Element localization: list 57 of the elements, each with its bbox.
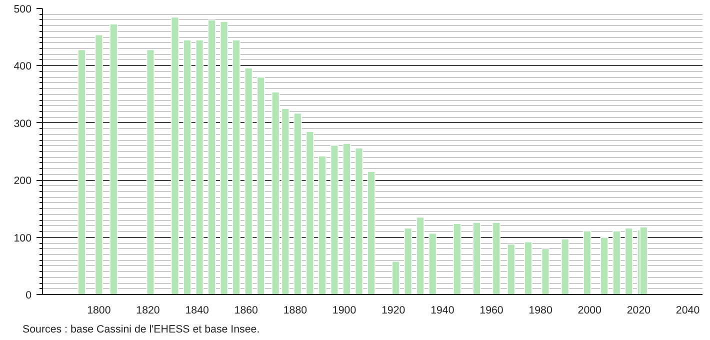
bar bbox=[367, 171, 376, 294]
bar bbox=[392, 260, 400, 294]
x-tick-label: 2020 bbox=[626, 304, 651, 316]
bar bbox=[612, 230, 621, 294]
bar bbox=[220, 21, 228, 294]
y-tick-label: 100 bbox=[14, 232, 32, 244]
bar bbox=[354, 148, 364, 294]
bar bbox=[342, 143, 351, 294]
bar bbox=[256, 76, 265, 294]
bar bbox=[183, 40, 192, 294]
bar bbox=[492, 222, 500, 294]
bar bbox=[281, 108, 290, 294]
bar bbox=[330, 144, 339, 294]
bar bbox=[232, 40, 240, 294]
x-tick-label: 1820 bbox=[136, 304, 160, 316]
bar bbox=[170, 16, 180, 294]
bar bbox=[318, 156, 326, 294]
bar bbox=[507, 244, 516, 294]
bar bbox=[272, 92, 280, 294]
bar bbox=[306, 131, 314, 294]
bar bbox=[453, 223, 462, 294]
bar bbox=[472, 222, 481, 294]
y-tick-label: 300 bbox=[14, 118, 32, 130]
bar bbox=[110, 24, 118, 294]
bar bbox=[600, 236, 608, 294]
y-tick-label: 0 bbox=[26, 290, 32, 302]
x-tick-label: 1960 bbox=[480, 304, 504, 316]
x-tick-label: 1860 bbox=[234, 304, 258, 316]
y-tick-label: 400 bbox=[14, 60, 32, 73]
bar bbox=[541, 248, 550, 294]
bar bbox=[583, 230, 592, 294]
bar bbox=[416, 216, 424, 294]
bar bbox=[524, 241, 532, 294]
x-tick-label: 1900 bbox=[332, 304, 356, 316]
bar bbox=[78, 49, 86, 294]
bar bbox=[428, 232, 437, 294]
bar bbox=[404, 228, 412, 294]
bar bbox=[244, 68, 253, 294]
x-tick-label: 2040 bbox=[676, 304, 700, 316]
x-tick-label: 1800 bbox=[87, 304, 111, 316]
source-note: Sources : base Cassini de l'EHESS et base Insee. bbox=[22, 324, 260, 336]
bar bbox=[195, 40, 204, 294]
x-tick-label: 1940 bbox=[430, 304, 454, 316]
x-tick-label: 1840 bbox=[185, 304, 209, 316]
x-tick-label: 1980 bbox=[528, 304, 552, 316]
y-tick-label: 500 bbox=[14, 4, 32, 16]
bar bbox=[640, 226, 648, 294]
bar bbox=[94, 34, 104, 294]
bar bbox=[294, 112, 302, 294]
bar bbox=[208, 20, 216, 294]
x-tick-label: 1880 bbox=[283, 304, 308, 316]
bar bbox=[146, 49, 155, 294]
x-tick-label: 1920 bbox=[382, 304, 406, 316]
bar bbox=[624, 228, 633, 294]
bar bbox=[561, 238, 570, 294]
x-tick-label: 2000 bbox=[578, 304, 602, 316]
y-tick-label: 200 bbox=[14, 175, 32, 188]
